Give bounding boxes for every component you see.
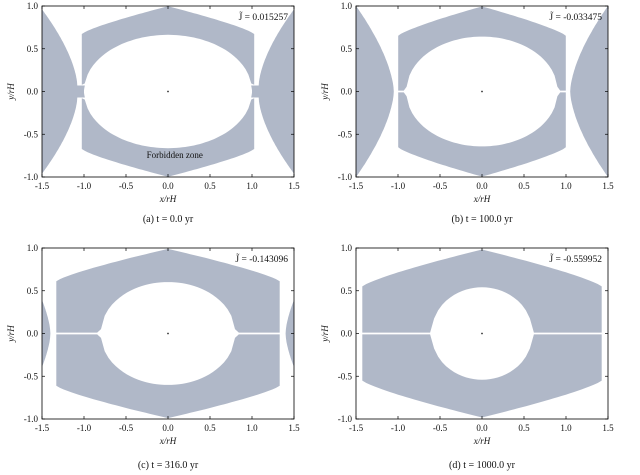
y-tick-label: -1.0 <box>338 172 353 182</box>
x-tick-label: 0.0 <box>476 423 488 433</box>
x-tick-label: 1.0 <box>246 423 258 433</box>
x-tick-label: 1.0 <box>560 181 572 191</box>
x-tick-label: 1.5 <box>602 181 614 191</box>
x-tick-label: -1.0 <box>77 423 92 433</box>
y-tick-label: 1.0 <box>341 243 353 253</box>
j-value-label: J̃ = 0.015257 <box>239 10 289 23</box>
y-tick-label: 0.0 <box>27 87 39 97</box>
panel-b: -1.5 -1.0 -0.5 0.0 0.5 1.0 1.5-1.0-0.50.00.51.… <box>320 1 614 225</box>
x-tick-label: 0.5 <box>204 181 216 191</box>
x-tick-label: 1.5 <box>288 181 300 191</box>
forbidden-cusp-bottom <box>398 92 566 177</box>
x-tick-label: -0.5 <box>119 423 134 433</box>
x-tick-label: 1.5 <box>288 423 300 433</box>
y-tick-label: -0.5 <box>24 129 39 139</box>
x-axis-label: x/rH <box>473 436 491 446</box>
x-tick-label: 0.5 <box>518 181 530 191</box>
y-tick-label: 0.0 <box>341 329 353 339</box>
x-tick-label: 0.0 <box>476 181 488 191</box>
center-point <box>167 90 169 93</box>
y-axis-label: y/rH <box>320 83 330 101</box>
y-axis-label: y/rH <box>6 325 16 343</box>
forbidden-cusp-bottom <box>81 98 255 177</box>
y-tick-label: 0.5 <box>27 286 39 296</box>
forbidden-cusp-top <box>398 6 566 91</box>
y-tick-label: 1.0 <box>341 1 353 11</box>
center-point <box>167 332 169 335</box>
x-tick-label: 0.0 <box>162 423 174 433</box>
y-tick-label: -0.5 <box>24 371 39 381</box>
y-axis-label: y/rH <box>320 325 330 343</box>
j-value-label: J̃ = -0.033475 <box>549 10 602 23</box>
x-tick-label: 0.0 <box>162 181 174 191</box>
y-axis-label: y/rH <box>6 83 16 101</box>
j-value-label: J̃ = -0.143096 <box>235 252 288 265</box>
forbidden-cusp-bottom <box>362 334 602 418</box>
x-tick-label: -0.5 <box>433 423 448 433</box>
x-axis-label: x/rH <box>473 194 491 204</box>
x-axis-label: x/rH <box>159 194 177 204</box>
y-tick-label: 0.5 <box>341 44 353 54</box>
center-point <box>481 332 483 335</box>
panel-c: -1.5 -1.0 -0.5 0.0 0.5 1.0 1.5-1.0-0.50.00.51.… <box>6 243 300 471</box>
forbidden-cusp-top <box>81 6 255 85</box>
x-tick-label: 1.0 <box>560 423 572 433</box>
y-tick-label: -1.0 <box>24 172 39 182</box>
y-tick-label: -1.0 <box>338 414 353 424</box>
forbidden-zone-annotation: Forbidden zone <box>147 150 203 160</box>
x-tick-label: -1.5 <box>35 181 50 191</box>
y-tick-label: -0.5 <box>338 371 353 381</box>
x-tick-label: 1.0 <box>246 181 258 191</box>
x-tick-label: 0.5 <box>204 423 216 433</box>
panel-caption: (a) t = 0.0 yr <box>143 214 194 225</box>
y-tick-label: 1.0 <box>27 1 39 11</box>
x-tick-label: -1.5 <box>349 423 364 433</box>
center-point <box>481 90 483 93</box>
x-axis-label: x/rH <box>159 436 177 446</box>
x-tick-label: -1.5 <box>349 181 364 191</box>
y-tick-label: -0.5 <box>338 129 353 139</box>
y-tick-label: 0.0 <box>341 87 353 97</box>
forbidden-cusp-top <box>56 248 280 333</box>
x-tick-label: 1.5 <box>602 423 614 433</box>
x-tick-label: -1.5 <box>35 423 50 433</box>
x-tick-label: -0.5 <box>433 181 448 191</box>
x-tick-label: -1.0 <box>391 181 406 191</box>
x-tick-label: 0.5 <box>518 423 530 433</box>
panel-d: -1.5 -1.0 -0.5 0.0 0.5 1.0 1.5-1.0-0.50.00.51.… <box>320 243 614 471</box>
y-tick-label: 1.0 <box>27 243 39 253</box>
x-tick-label: -1.0 <box>391 423 406 433</box>
x-tick-label: -0.5 <box>119 181 134 191</box>
panel-caption: (c) t = 316.0 yr <box>138 460 199 471</box>
y-tick-label: -1.0 <box>24 414 39 424</box>
x-tick-label: -1.0 <box>77 181 92 191</box>
forbidden-cusp-top <box>362 249 602 333</box>
j-value-label: J̃ = -0.559952 <box>549 252 602 265</box>
panel-a: -1.5 -1.0 -0.5 0.0 0.5 1.0 1.5-1.0-0.50.00.51.… <box>6 1 300 225</box>
panel-caption: (d) t = 1000.0 yr <box>449 460 516 471</box>
y-tick-label: 0.0 <box>27 329 39 339</box>
y-tick-label: 0.5 <box>27 44 39 54</box>
forbidden-cusp-bottom <box>56 334 280 419</box>
panel-caption: (b) t = 100.0 yr <box>452 214 514 225</box>
y-tick-label: 0.5 <box>341 286 353 296</box>
